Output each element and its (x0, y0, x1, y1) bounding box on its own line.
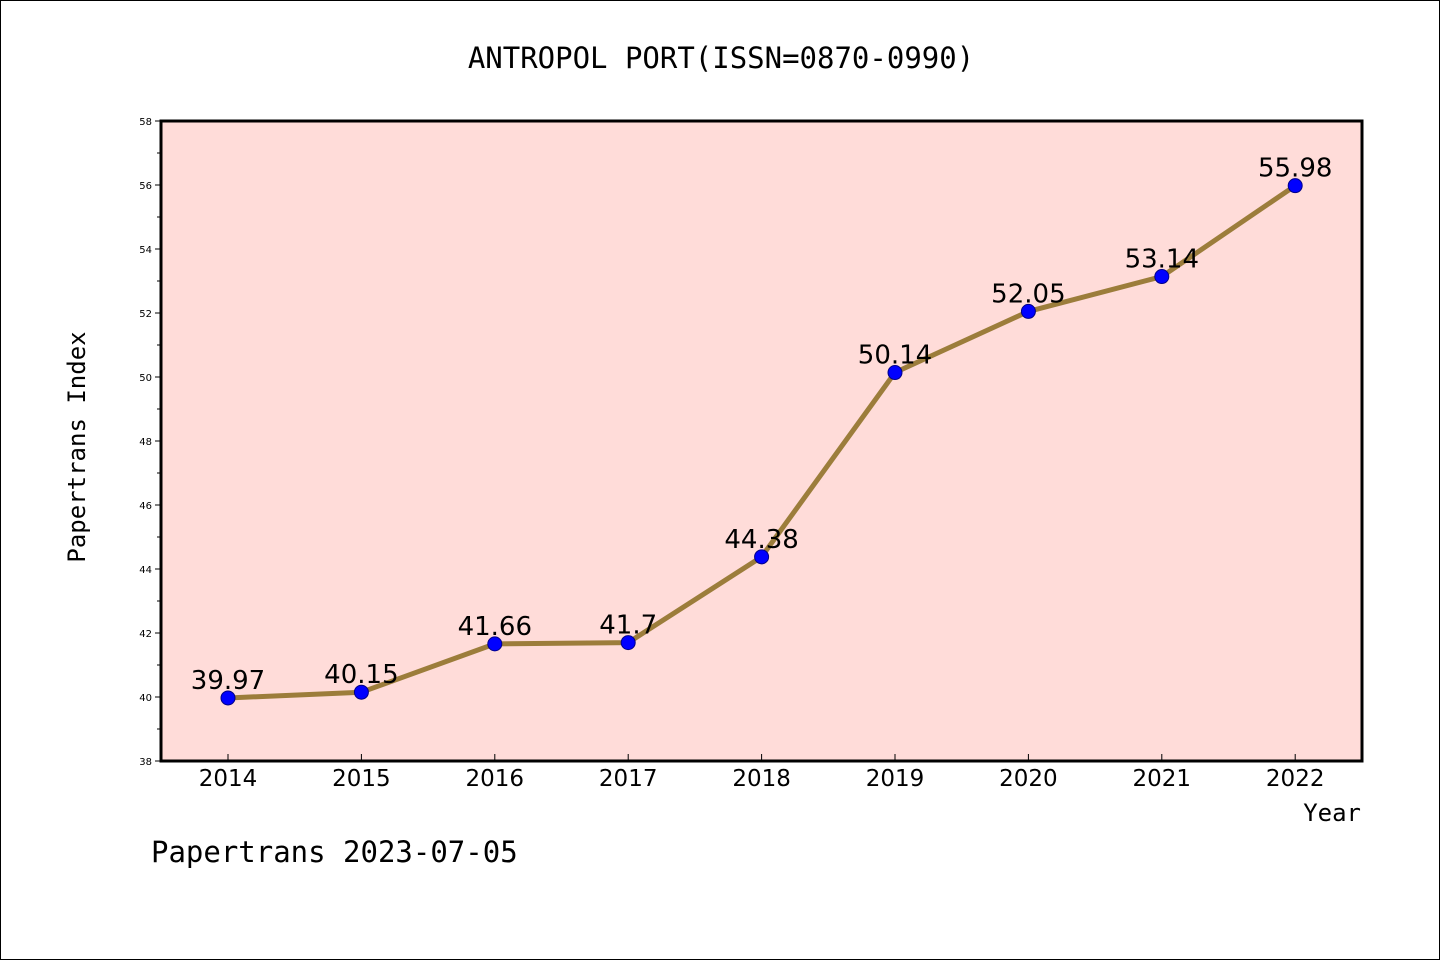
chart-title: ANTROPOL PORT(ISSN=0870-0990) (468, 41, 974, 75)
data-label: 41.66 (458, 612, 532, 642)
data-point (220, 690, 236, 706)
y-tick-label: 46 (139, 501, 152, 512)
data-label: 53.14 (1125, 245, 1199, 275)
x-tick-label: 2015 (332, 766, 391, 792)
y-tick-label: 50 (139, 373, 152, 384)
y-axis-label: Papertrans Index (63, 331, 91, 562)
x-tick-label: 2019 (866, 766, 925, 792)
data-label: 39.97 (191, 666, 265, 696)
data-point (620, 635, 636, 651)
footer-note: Papertrans 2023-07-05 (151, 835, 518, 869)
y-tick-label: 44 (139, 565, 152, 576)
y-axis-ticks: 38 40 42 44 46 48 50 52 54 56 58 (139, 117, 161, 768)
x-tick-label: 2014 (199, 766, 258, 792)
x-tick-label: 2018 (732, 766, 791, 792)
data-label: 52.05 (991, 279, 1065, 309)
data-labels: 39.97 40.15 41.66 41.7 44.38 50.14 52.05 53.14 5… (191, 154, 1333, 696)
y-tick-label: 40 (139, 693, 152, 704)
y-tick-label: 54 (139, 245, 152, 256)
data-markers (220, 178, 1303, 706)
x-tick-label: 2016 (466, 766, 525, 792)
y-tick-label: 48 (139, 437, 152, 448)
data-label: 50.14 (858, 341, 932, 371)
data-point (353, 684, 369, 700)
data-point (1154, 269, 1170, 285)
y-tick-label: 38 (139, 757, 152, 768)
x-tick-label: 2020 (999, 766, 1058, 792)
x-tick-label: 2021 (1133, 766, 1192, 792)
data-point (487, 636, 503, 652)
plot-area (161, 121, 1362, 761)
x-axis-label: Year (1303, 799, 1361, 827)
x-axis-ticks: 2014 2015 2016 2017 2018 2019 2020 2021 2022 (199, 754, 1325, 792)
data-point (754, 549, 770, 565)
plot-border (159, 119, 1364, 763)
data-point (1287, 178, 1303, 194)
data-point (1020, 303, 1036, 319)
y-tick-label: 58 (139, 117, 152, 128)
data-label: 44.38 (724, 525, 798, 555)
data-label: 41.7 (599, 611, 657, 641)
x-tick-label: 2017 (599, 766, 658, 792)
data-point (887, 365, 903, 381)
data-label: 40.15 (324, 660, 398, 690)
y-tick-label: 52 (139, 309, 152, 320)
x-tick-label: 2022 (1266, 766, 1325, 792)
data-label: 55.98 (1258, 154, 1332, 184)
y-tick-label: 56 (139, 181, 152, 192)
y-tick-label: 42 (139, 629, 152, 640)
